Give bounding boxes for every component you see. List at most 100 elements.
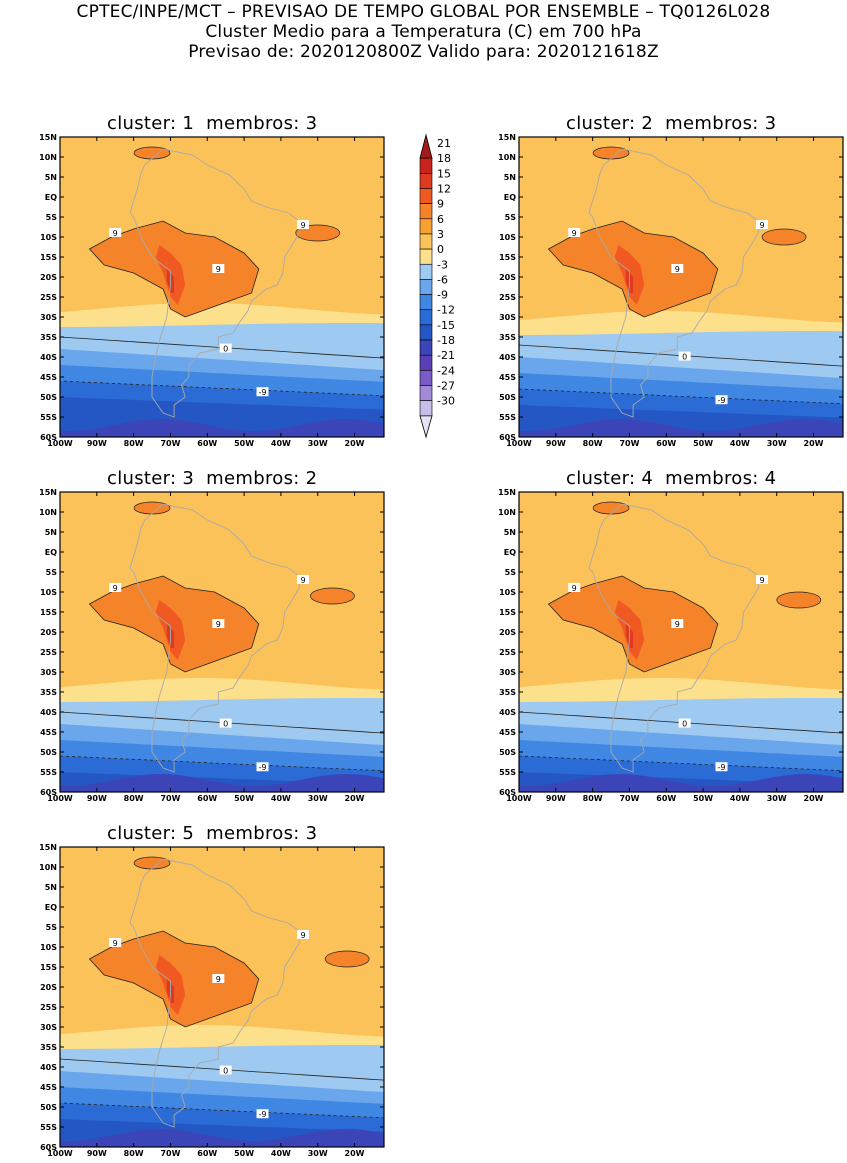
lon-tick-label: 80W xyxy=(583,439,603,448)
lon-tick-label: 100W xyxy=(47,794,73,803)
lat-tick-label: 35S xyxy=(40,1043,57,1052)
colorbar-label: 15 xyxy=(437,167,451,180)
lat-tick-label: 35S xyxy=(40,333,57,342)
contour-label: -9 xyxy=(259,1110,267,1119)
lat-tick-label: 25S xyxy=(499,648,516,657)
lon-tick-label: 50W xyxy=(234,794,254,803)
contour-label: 9 xyxy=(572,584,577,593)
lon-tick-label: 70W xyxy=(160,439,180,448)
lat-tick-label: 35S xyxy=(40,688,57,697)
lat-tick-label: 25S xyxy=(40,648,57,657)
lat-tick-label: EQ xyxy=(504,548,516,557)
lat-tick-label: 5N xyxy=(45,528,57,537)
panel-title-3: cluster: 3 membros: 2 xyxy=(107,468,318,489)
contour-label: 9 xyxy=(113,584,118,593)
lat-tick-label: 10S xyxy=(499,588,516,597)
header-line-2: Cluster Medio para a Temperatura (C) em … xyxy=(205,22,642,42)
contour-label: -9 xyxy=(259,388,267,397)
lon-tick-label: 90W xyxy=(87,794,107,803)
lat-tick-label: 40S xyxy=(499,708,516,717)
lat-tick-label: 50S xyxy=(499,393,516,402)
lat-tick-label: 15S xyxy=(499,253,516,262)
colorbar-label: 12 xyxy=(437,182,451,195)
lon-tick-label: 80W xyxy=(583,794,603,803)
lat-tick-label: 15S xyxy=(499,608,516,617)
contour-label: 0 xyxy=(223,1067,228,1076)
contour-label: 9 xyxy=(216,265,221,274)
colorbar-label: -18 xyxy=(437,334,455,347)
panel-title-2: cluster: 2 membros: 3 xyxy=(566,113,777,134)
contour-label: 9 xyxy=(300,221,305,230)
lat-tick-label: 40S xyxy=(40,353,57,362)
colorbar-label: -30 xyxy=(437,395,455,408)
lat-tick-label: 15S xyxy=(40,963,57,972)
lat-tick-label: 45S xyxy=(40,728,57,737)
lon-tick-label: 20W xyxy=(804,794,824,803)
lon-tick-label: 90W xyxy=(546,439,566,448)
lon-tick-label: 90W xyxy=(87,439,107,448)
lon-tick-label: 100W xyxy=(506,794,532,803)
lon-tick-label: 100W xyxy=(47,439,73,448)
lat-tick-label: 45S xyxy=(499,373,516,382)
contour-label: 9 xyxy=(759,576,764,585)
lat-tick-label: 30S xyxy=(499,313,516,322)
lat-tick-label: 10S xyxy=(40,943,57,952)
lat-tick-label: 45S xyxy=(40,1083,57,1092)
contour-label: 9 xyxy=(759,221,764,230)
lat-tick-label: EQ xyxy=(504,193,516,202)
contour-label: 9 xyxy=(300,931,305,940)
lat-tick-label: 5S xyxy=(505,568,517,577)
lat-tick-label: 10N xyxy=(39,863,57,872)
lon-tick-label: 30W xyxy=(308,1149,328,1158)
lat-tick-label: 5S xyxy=(46,213,58,222)
lat-tick-label: 20S xyxy=(499,273,516,282)
lon-tick-label: 50W xyxy=(693,439,713,448)
lat-tick-label: 10N xyxy=(39,508,57,517)
lat-tick-label: 20S xyxy=(40,628,57,637)
lat-tick-label: 35S xyxy=(499,333,516,342)
lon-tick-label: 50W xyxy=(234,439,254,448)
lon-tick-label: 20W xyxy=(345,1149,365,1158)
lat-tick-label: 45S xyxy=(499,728,516,737)
lat-tick-label: 60S xyxy=(40,1143,57,1152)
colorbar-label: -3 xyxy=(437,258,448,271)
lon-tick-label: 50W xyxy=(693,794,713,803)
contour-label: 9 xyxy=(113,229,118,238)
lat-tick-label: 15S xyxy=(40,253,57,262)
lat-tick-label: 10S xyxy=(499,233,516,242)
contour-label: 9 xyxy=(300,576,305,585)
lat-tick-label: 5N xyxy=(45,173,57,182)
lat-tick-label: 10S xyxy=(40,588,57,597)
lon-tick-label: 60W xyxy=(656,794,676,803)
lon-tick-label: 60W xyxy=(197,794,217,803)
colorbar-label: 18 xyxy=(437,152,451,165)
lat-tick-label: 30S xyxy=(40,1023,57,1032)
lat-tick-label: 20S xyxy=(40,983,57,992)
contour-label: 9 xyxy=(675,620,680,629)
lat-tick-label: 25S xyxy=(499,293,516,302)
lon-tick-label: 70W xyxy=(619,794,639,803)
colorbar-label: -24 xyxy=(437,364,455,377)
lat-tick-label: 15N xyxy=(498,488,516,497)
lon-tick-label: 30W xyxy=(767,439,787,448)
lon-tick-label: 100W xyxy=(506,439,532,448)
lon-tick-label: 90W xyxy=(546,794,566,803)
lat-tick-label: 5N xyxy=(504,528,516,537)
lat-tick-label: 60S xyxy=(40,788,57,797)
lat-tick-label: 55S xyxy=(40,1123,57,1132)
lat-tick-label: 30S xyxy=(40,668,57,677)
lat-tick-label: 5S xyxy=(46,923,58,932)
lat-tick-label: 10S xyxy=(40,233,57,242)
contour-label: 9 xyxy=(216,620,221,629)
lon-tick-label: 20W xyxy=(345,439,365,448)
lat-tick-label: 5N xyxy=(504,173,516,182)
lon-tick-label: 60W xyxy=(197,1149,217,1158)
colorbar-label: 21 xyxy=(437,137,451,150)
lat-tick-label: 15N xyxy=(39,488,57,497)
lat-tick-label: 50S xyxy=(40,1103,57,1112)
map-panel-cluster-1: 15N 10N 5N EQ 5S 10S 15S 20S 25S 30S 35S 40S 45S 50S 5… xyxy=(20,133,396,453)
contour-label: -9 xyxy=(718,396,726,405)
lat-tick-label: 55S xyxy=(40,768,57,777)
contour-label: 0 xyxy=(223,720,228,729)
lat-tick-label: 25S xyxy=(40,1003,57,1012)
